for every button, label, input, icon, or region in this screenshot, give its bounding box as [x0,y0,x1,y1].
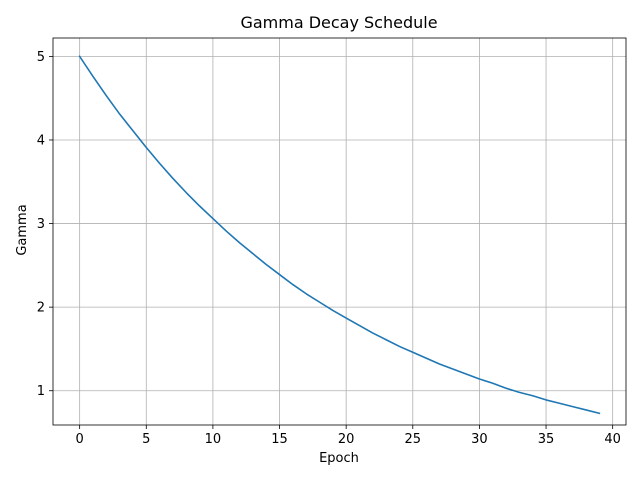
plot-frame [52,37,627,426]
x-tick-label: 15 [271,432,288,447]
y-tick-label: 5 [37,50,45,65]
x-tick-label: 25 [405,432,422,447]
y-tick-label: 4 [37,133,45,148]
y-tick-label: 2 [37,301,45,316]
chart-title: Gamma Decay Schedule [240,13,437,32]
y-axis-label: Gamma [15,204,30,255]
x-tick-label: 40 [604,432,621,447]
x-tick-label: 35 [538,432,555,447]
x-tick-label: 30 [471,432,488,447]
x-axis-label: Epoch [319,451,359,466]
series-line [78,55,601,415]
x-tick-label: 10 [205,432,222,447]
x-tick-label: 0 [76,432,84,447]
x-tick-label: 5 [142,432,150,447]
y-tick-label: 3 [37,217,45,232]
x-tick-label: 20 [338,432,355,447]
grid [53,38,626,425]
series-layer [78,55,601,415]
y-tick-label: 1 [37,384,45,399]
ticks: 0 5 10 15 20 25 30 35 40 1 2 3 4 5 [37,50,621,447]
